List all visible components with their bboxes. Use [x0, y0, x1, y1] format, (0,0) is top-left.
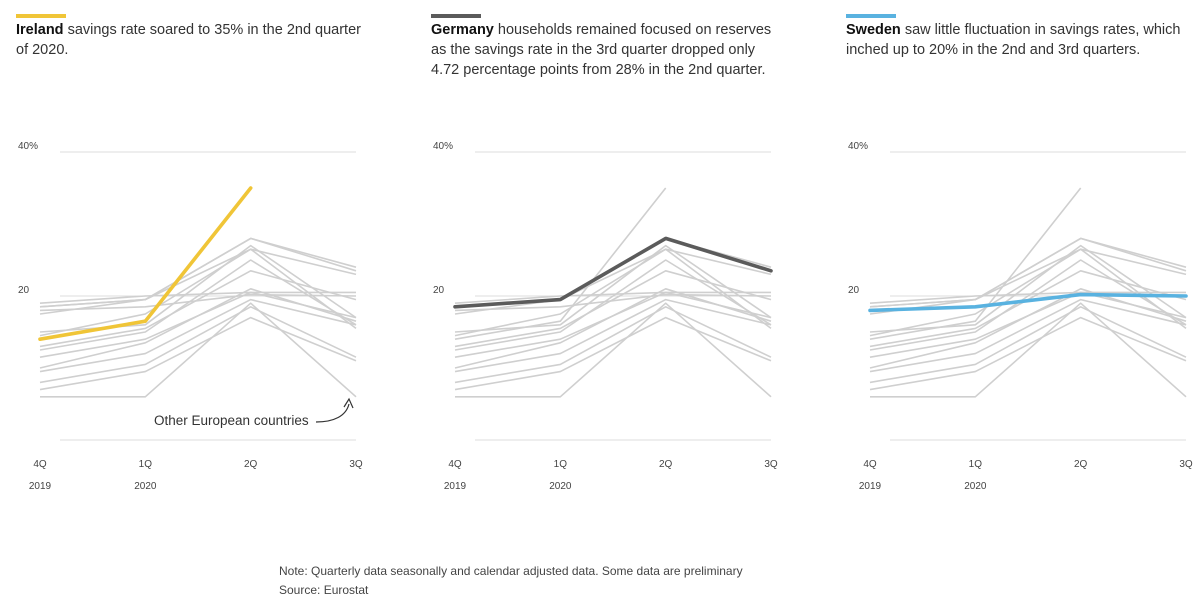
series-line-other [39, 270, 357, 348]
x-tick-label: 2Q [659, 459, 673, 470]
series-line-other [39, 291, 356, 304]
caption-text: savings rate soared to 35% in the 2nd qu… [16, 22, 361, 58]
caption-text: households remained focused on reserves … [431, 22, 772, 78]
series-line-other [39, 293, 357, 312]
x-tick-label: 1Q [969, 459, 983, 470]
series-line-other [454, 293, 772, 312]
x-tick-label: 4Q [448, 459, 462, 470]
series-line-highlight [453, 236, 773, 309]
series-line-other [454, 291, 771, 304]
series-line-other [869, 316, 1187, 391]
series-line-highlight [868, 292, 1188, 313]
series-line-other [454, 306, 772, 384]
series-line-other [455, 302, 772, 398]
color-key-bar [431, 14, 481, 18]
color-key-bar [846, 14, 896, 18]
x-tick-year: 2019 [29, 481, 52, 492]
x-tick-label: 3Q [764, 459, 778, 470]
y-tick-label: 40% [848, 141, 868, 152]
x-tick-year: 2020 [964, 481, 987, 492]
series-line-other [454, 244, 772, 333]
y-tick-label: 40% [433, 141, 453, 152]
x-tick-label: 1Q [139, 459, 153, 470]
line-chart: 40% 20 4Q 2019 1Q 2020 2Q 3Q [433, 141, 778, 492]
y-tick-label: 20 [433, 285, 445, 296]
series-line-highlight [38, 186, 253, 341]
line-chart: 40% 20 4Q 2019 1Q 2020 2Q 3Q [848, 141, 1193, 492]
series-line-other [39, 306, 357, 384]
panel-ireland: Ireland savings rate soared to 35% in th… [16, 0, 376, 540]
x-tick-year: 2020 [134, 481, 157, 492]
series-line-other [39, 298, 357, 373]
line-chart: 40% 20 4Q 2019 1Q 2020 2Q 3Q Other European coun… [18, 141, 363, 492]
annotation-label: Other European countries [154, 413, 309, 428]
x-tick-label: 4Q [863, 459, 877, 470]
series-line-other [869, 248, 1187, 337]
highlight-country: Ireland [16, 22, 64, 38]
panel-caption: Sweden saw little fluctuation in savings… [846, 20, 1196, 60]
series-line-other [454, 298, 772, 373]
highlight-country: Sweden [846, 22, 901, 38]
panel-germany: Germany households remained focused on r… [431, 0, 791, 540]
series-line-other [454, 248, 772, 337]
series-line-other [39, 248, 357, 337]
series-line-other [869, 298, 1187, 373]
caption-text: saw little fluctuation in savings rates,… [846, 22, 1181, 58]
annotation-arrow [315, 403, 350, 423]
x-tick-label: 1Q [554, 459, 568, 470]
x-tick-label: 4Q [33, 459, 47, 470]
series-line-other [869, 237, 1187, 315]
series-line-other [869, 291, 1186, 304]
chart-note: Note: Quarterly data seasonally and cale… [279, 562, 743, 600]
x-tick-label: 3Q [1179, 459, 1193, 470]
y-tick-label: 20 [848, 285, 860, 296]
panel-sweden: Sweden saw little fluctuation in savings… [846, 0, 1200, 540]
x-tick-label: 2Q [1074, 459, 1088, 470]
series-line-other [39, 316, 357, 391]
series-line-other [454, 270, 772, 348]
series-line-other [39, 248, 357, 308]
series-line-other [869, 187, 1082, 340]
series-line-other [39, 291, 357, 358]
y-tick-label: 20 [18, 285, 30, 296]
panel-caption: Ireland savings rate soared to 35% in th… [16, 20, 366, 60]
color-key-bar [16, 14, 66, 18]
series-line-other [39, 244, 357, 333]
x-tick-label: 3Q [349, 459, 363, 470]
series-line-other [454, 291, 772, 358]
highlight-country: Germany [431, 22, 494, 38]
x-tick-year: 2020 [549, 481, 572, 492]
x-tick-year: 2019 [444, 481, 467, 492]
source-text: Source: Eurostat [279, 583, 369, 597]
series-line-other [39, 237, 357, 315]
x-tick-label: 2Q [244, 459, 258, 470]
panel-caption: Germany households remained focused on r… [431, 20, 781, 80]
series-line-other [869, 248, 1187, 308]
series-line-other [454, 316, 772, 391]
series-line-other [40, 302, 357, 398]
series-line-other [869, 244, 1187, 333]
y-tick-label: 40% [18, 141, 38, 152]
series-line-other [869, 306, 1187, 384]
series-line-other [454, 187, 667, 340]
series-line-other [869, 291, 1187, 358]
note-text: Note: Quarterly data seasonally and cale… [279, 564, 743, 578]
annotation-arrowhead [343, 397, 354, 409]
series-line-other [870, 302, 1187, 398]
x-tick-year: 2019 [859, 481, 882, 492]
